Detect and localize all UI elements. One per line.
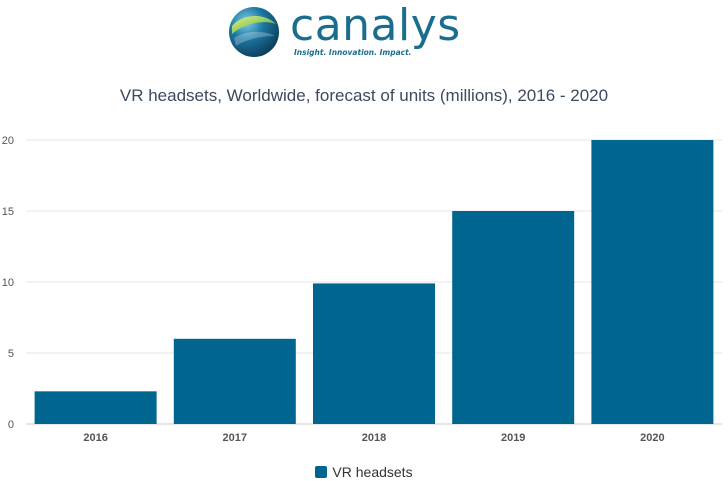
bar-2019[interactable]	[452, 211, 575, 424]
bars	[34, 140, 714, 424]
canalys-logo: canalys Insight. Innovation. Impact.	[228, 0, 468, 62]
bar-2017[interactable]	[173, 338, 296, 424]
y-tick-label: 0	[8, 419, 14, 431]
x-tick-label: 2020	[640, 432, 664, 444]
brand-tagline: Insight. Innovation. Impact.	[294, 48, 412, 57]
legend[interactable]: VR headsets	[0, 464, 728, 480]
bar-2016[interactable]	[34, 391, 157, 424]
y-tick-label: 10	[2, 277, 14, 289]
y-tick-label: 15	[2, 206, 14, 218]
y-tick-label: 20	[2, 135, 14, 147]
bar-2018[interactable]	[313, 283, 435, 424]
y-tick-label: 5	[8, 348, 14, 360]
globe-logo-icon	[229, 7, 279, 57]
legend-swatch	[315, 466, 328, 478]
x-tick-label: 2016	[83, 432, 107, 444]
bar-2020[interactable]	[591, 140, 714, 424]
x-tick-label: 2019	[501, 432, 525, 444]
legend-label: VR headsets	[332, 464, 413, 480]
chart-title: VR headsets, Worldwide, forecast of unit…	[119, 86, 609, 105]
x-tick-label: 2017	[223, 432, 247, 444]
x-tick-label: 2018	[362, 432, 386, 444]
brand-name: canalys	[290, 0, 461, 51]
y-tick-labels: 0 5 10 15 20	[2, 135, 14, 431]
x-tick-labels: 2016 2017 2018 2019 2020	[83, 432, 664, 444]
